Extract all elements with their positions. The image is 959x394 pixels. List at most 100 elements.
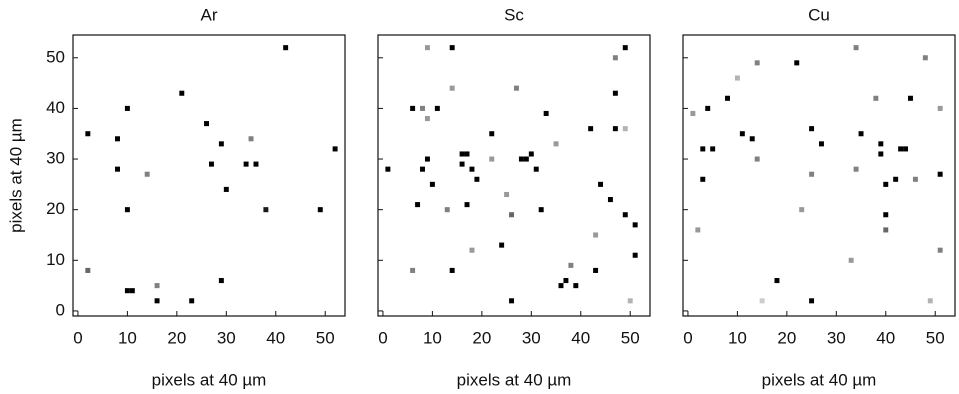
pixel — [878, 141, 883, 146]
plot-frame — [378, 35, 650, 316]
pixel — [923, 55, 928, 60]
pixel — [204, 121, 209, 126]
pixel — [534, 167, 539, 172]
pixel — [333, 146, 338, 151]
chart-title: Ar — [201, 5, 218, 24]
pixel — [854, 167, 859, 172]
pixel — [613, 55, 618, 60]
pixel — [938, 248, 943, 253]
pixel — [420, 167, 425, 172]
x-axis-label: pixels at 40 µm — [762, 370, 877, 389]
pixel — [903, 146, 908, 151]
x-tick-label: 10 — [118, 328, 137, 347]
pixel — [465, 151, 470, 156]
pixel — [849, 258, 854, 263]
y-tick-label: 50 — [46, 47, 65, 66]
pixel — [690, 111, 695, 116]
pixel — [489, 131, 494, 136]
pixel — [430, 182, 435, 187]
pixel — [145, 172, 150, 177]
pixel — [410, 268, 415, 273]
plot-frame — [73, 35, 345, 316]
pixel — [588, 126, 593, 131]
pixel — [740, 131, 745, 136]
pixel — [623, 126, 628, 131]
pixel — [85, 268, 90, 273]
y-tick-label: 0 — [56, 300, 65, 319]
pixel — [450, 86, 455, 91]
x-tick-label: 20 — [167, 328, 186, 347]
pixel — [710, 146, 715, 151]
pixel — [893, 177, 898, 182]
pixel — [450, 268, 455, 273]
pixel — [755, 60, 760, 65]
pixel — [628, 298, 633, 303]
pixel — [544, 111, 549, 116]
pixel — [725, 96, 730, 101]
chart-title: Cu — [808, 5, 830, 24]
pixel — [928, 298, 933, 303]
pixel — [750, 136, 755, 141]
pixel — [519, 157, 524, 162]
pixel — [563, 278, 568, 283]
pixel — [529, 151, 534, 156]
pixel — [415, 202, 420, 207]
pixel — [613, 126, 618, 131]
chart: Ar0102030405001020304050pixels at 40 µmp… — [0, 0, 959, 394]
pixel — [85, 131, 90, 136]
pixel — [598, 182, 603, 187]
pixel — [938, 106, 943, 111]
pixel — [420, 106, 425, 111]
pixel — [499, 243, 504, 248]
y-tick-label: 40 — [46, 98, 65, 117]
pixel — [489, 157, 494, 162]
pixel — [179, 91, 184, 96]
pixel — [263, 207, 268, 212]
pixel — [425, 45, 430, 50]
x-axis-label: pixels at 40 µm — [457, 370, 572, 389]
pixel — [623, 45, 628, 50]
pixel — [318, 207, 323, 212]
pixel — [509, 298, 514, 303]
pixel — [760, 298, 765, 303]
pixel — [794, 60, 799, 65]
pixel — [613, 91, 618, 96]
pixel — [254, 162, 259, 167]
pixel — [593, 268, 598, 273]
pixel — [425, 157, 430, 162]
pixel — [450, 45, 455, 50]
y-tick-label: 20 — [46, 199, 65, 218]
pixel — [700, 146, 705, 151]
x-tick-label: 50 — [926, 328, 945, 347]
pixel — [125, 207, 130, 212]
pixel — [913, 177, 918, 182]
pixel — [524, 157, 529, 162]
pixel — [460, 151, 465, 156]
y-axis-label: pixels at 40 µm — [6, 118, 25, 233]
x-tick-label: 0 — [378, 328, 387, 347]
pixel — [608, 197, 613, 202]
pixel — [774, 278, 779, 283]
pixel — [115, 167, 120, 172]
x-tick-label: 40 — [571, 328, 590, 347]
pixel — [219, 141, 224, 146]
pixel — [125, 106, 130, 111]
pixel — [559, 283, 564, 288]
pixel — [799, 207, 804, 212]
pixel — [125, 288, 130, 293]
pixel — [465, 202, 470, 207]
pixel — [633, 222, 638, 227]
x-tick-label: 40 — [266, 328, 285, 347]
pixel — [504, 192, 509, 197]
pixel — [735, 76, 740, 81]
pixel — [623, 212, 628, 217]
pixel — [249, 136, 254, 141]
pixel — [883, 212, 888, 217]
pixel — [385, 167, 390, 172]
pixel — [573, 283, 578, 288]
x-tick-label: 10 — [728, 328, 747, 347]
pixel — [474, 177, 479, 182]
pixel — [873, 96, 878, 101]
pixel — [908, 96, 913, 101]
pixel — [883, 182, 888, 187]
